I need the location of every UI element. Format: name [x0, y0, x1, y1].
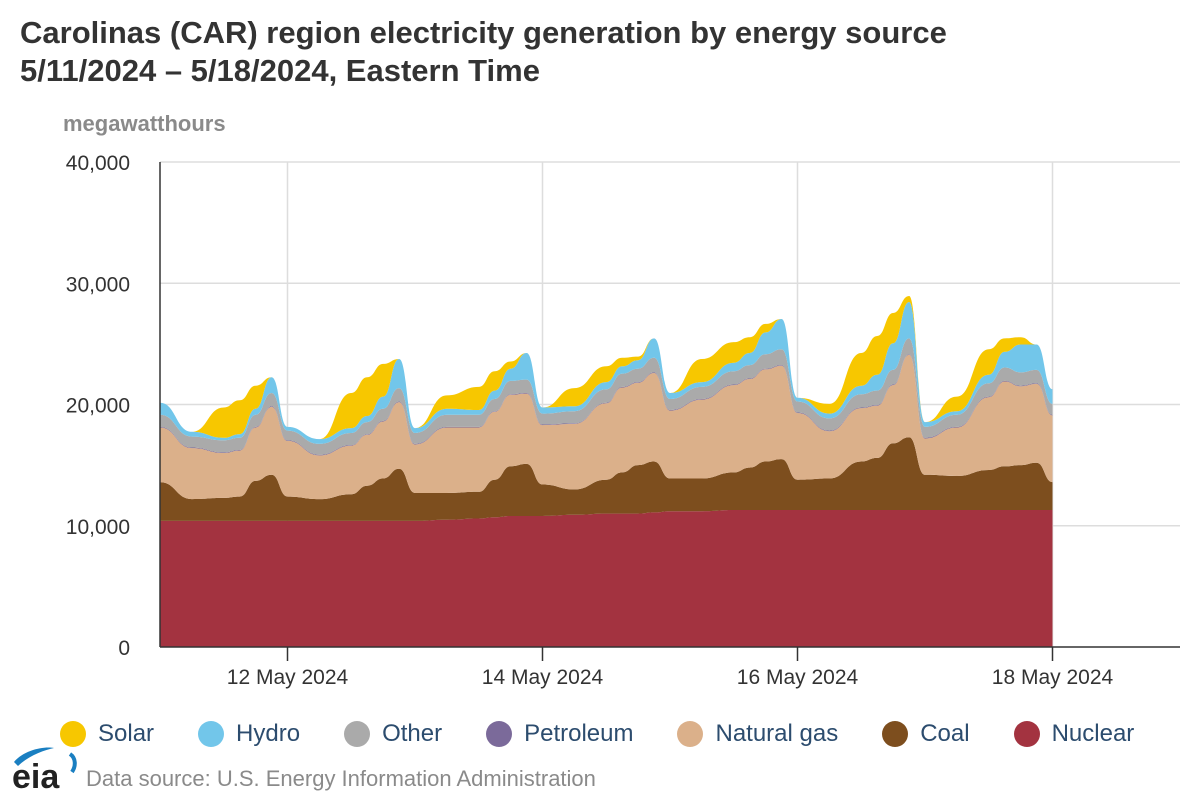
y-tick-label: 20,000 — [66, 395, 130, 418]
legend-label-coal: Coal — [920, 720, 970, 747]
y-tick-label: 30,000 — [66, 273, 130, 296]
legend-item-other[interactable]: Other — [344, 720, 442, 748]
area-other[interactable] — [160, 338, 1053, 455]
eia-logo-text: eia — [12, 758, 60, 794]
legend-item-nuclear[interactable]: Nuclear — [1013, 720, 1135, 748]
stacked-areas — [160, 296, 1053, 647]
area-hydro[interactable] — [160, 302, 1053, 444]
y-tick-label: 40,000 — [66, 152, 130, 175]
legend-swatch-natural-gas — [677, 721, 704, 747]
area-nuclear[interactable] — [160, 510, 1053, 647]
footer: eia Data source: U.S. Energy Information… — [10, 744, 596, 794]
axes: 0 10,000 20,000 30,000 40,000 12 May 2024 14 M… — [66, 152, 1180, 689]
x-tick-label: 12 May 2024 — [227, 666, 349, 689]
legend-label-hydro: Hydro — [236, 720, 301, 747]
x-tick-label: 16 May 2024 — [737, 666, 859, 689]
legend-label-solar: Solar — [98, 720, 155, 747]
eia-logo-accent — [68, 752, 77, 774]
area-coal[interactable] — [160, 437, 1053, 521]
eia-logo: eia — [12, 747, 77, 794]
y-tick-label: 10,000 — [66, 516, 130, 539]
legend-swatch-petroleum — [486, 721, 513, 747]
legend-label-other: Other — [382, 720, 443, 747]
chart-title: Carolinas (CAR) region electricity gener… — [20, 14, 947, 90]
chart-title-line-2: 5/11/2024 – 5/18/2024, Eastern Time — [20, 53, 540, 88]
x-tick-label: 14 May 2024 — [482, 666, 604, 689]
generation-chart: 0 10,000 20,000 30,000 40,000 12 May 2024 14 M… — [66, 152, 1180, 689]
legend-item-petroleum[interactable]: Petroleum — [486, 720, 633, 748]
chart-title-line-1: Carolinas (CAR) region electricity gener… — [20, 15, 947, 50]
area-solar[interactable] — [160, 296, 1053, 440]
x-tick-label: 18 May 2024 — [992, 666, 1114, 689]
legend-swatch-solar — [60, 721, 86, 747]
legend-swatch-coal — [882, 721, 909, 747]
legend-item-solar[interactable]: Solar — [60, 720, 154, 748]
legend-swatch-other — [344, 721, 371, 747]
legend-item-hydro[interactable]: Hydro — [198, 720, 300, 748]
y-tick-label: 0 — [118, 637, 130, 660]
legend-item-coal[interactable]: Coal — [882, 720, 970, 748]
legend-label-natural-gas: Natural gas — [715, 720, 839, 747]
legend: Solar Hydro Other Petroleum Natural gas Coal N… — [60, 720, 1134, 748]
legend-swatch-hydro — [198, 721, 225, 747]
legend-swatch-nuclear — [1013, 721, 1040, 747]
legend-label-petroleum: Petroleum — [524, 720, 634, 747]
legend-label-nuclear: Nuclear — [1051, 720, 1135, 747]
legend-item-natural-gas[interactable]: Natural gas — [677, 720, 838, 748]
y-axis-units-label: megawatthours — [63, 111, 226, 136]
data-source: Data source: U.S. Energy Information Adm… — [86, 766, 596, 791]
area-natural-gas[interactable] — [160, 354, 1053, 500]
eia-logo-swoosh — [14, 747, 54, 766]
